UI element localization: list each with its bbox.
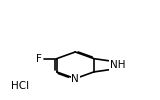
Text: NH: NH xyxy=(110,60,125,70)
Text: F: F xyxy=(36,54,42,64)
Text: N: N xyxy=(71,74,79,84)
Text: HCl: HCl xyxy=(11,82,29,92)
